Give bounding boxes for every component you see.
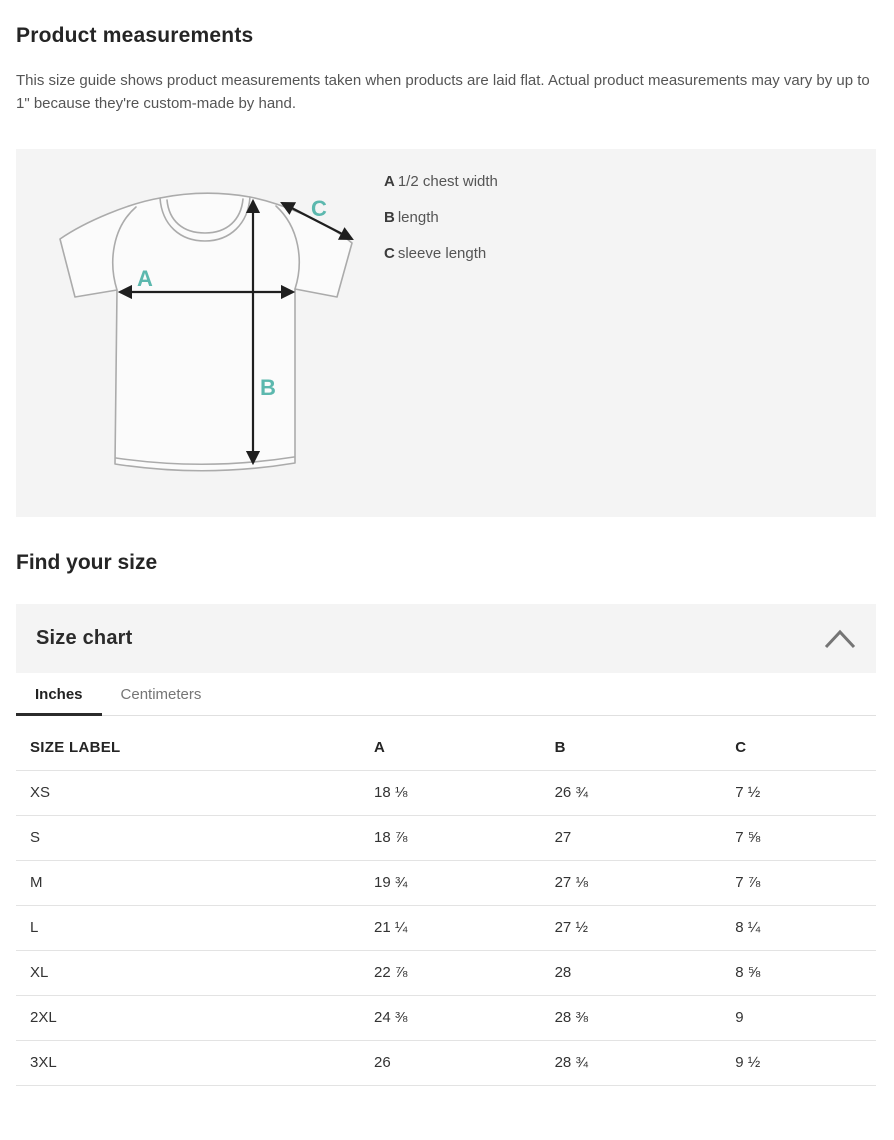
size-table: SIZE LABEL A B C XS 18 ⅛ 26 ¾ 7 ½ S 18 ⅞… [16,726,876,1086]
cell-a: 22 ⅞ [360,950,541,996]
legend-item-a: A 1/2 chest width [384,173,498,194]
cell-c: 9 [721,995,876,1041]
legend-label-b: length [397,209,439,226]
cell-c: 7 ½ [721,770,876,816]
tab-centimeters[interactable]: Centimeters [120,686,202,703]
cell-c: 8 ⅝ [721,950,876,996]
table-row-2xl: 2XL 24 ⅜ 28 ⅜ 9 [16,995,876,1041]
cell-a: 18 ⅞ [360,815,541,861]
page-description: This size guide shows product measuremen… [16,72,870,112]
table-row-xl: XL 22 ⅞ 28 8 ⅝ [16,950,876,996]
find-your-size-title: Find your size [16,551,158,574]
cell-size: S [16,815,360,861]
cell-c: 7 ⅝ [721,815,876,861]
tshirt-diagram: A B C [59,192,354,472]
cell-b: 27 ⅛ [540,860,722,906]
chevron-up-icon [824,629,856,648]
table-row-xs: XS 18 ⅛ 26 ¾ 7 ½ [16,770,876,816]
tshirt-outline [59,192,353,472]
tab-inches[interactable]: Inches [16,673,102,716]
cell-c: 7 ⅞ [721,860,876,906]
size-chart-toggle[interactable]: Size chart [16,604,876,673]
cell-b: 27 ½ [540,905,722,951]
cell-b: 28 ⅜ [540,995,722,1041]
tshirt-seams [111,196,301,466]
cell-size: L [16,905,360,951]
legend-label-a: 1/2 chest width [397,173,498,190]
cell-a: 26 [360,1040,541,1086]
cell-c: 9 ½ [721,1040,876,1086]
measurement-arrows [117,198,354,466]
column-header-size-label: SIZE LABEL [16,726,360,771]
cell-c: 8 ¼ [721,905,876,951]
cell-b: 28 ¾ [540,1040,722,1086]
cell-b: 28 [540,950,722,996]
cell-b: 27 [540,815,722,861]
marker-c-label: C [311,196,327,221]
legend-label-c: sleeve length [397,245,487,262]
cell-a: 24 ⅜ [360,995,541,1041]
marker-b-label: B [260,375,276,400]
cell-a: 18 ⅛ [360,770,541,816]
table-row-s: S 18 ⅞ 27 7 ⅝ [16,815,876,861]
legend-key-c: C [384,245,395,262]
cell-a: 21 ¼ [360,905,541,951]
column-header-b: B [540,726,722,771]
table-row-3xl: 3XL 26 28 ¾ 9 ½ [16,1040,876,1086]
column-header-c: C [721,726,876,771]
table-row-m: M 19 ¾ 27 ⅛ 7 ⅞ [16,860,876,906]
legend-key-a: A [384,173,395,190]
cell-b: 26 ¾ [540,770,722,816]
page-title: Product measurements [16,24,254,47]
unit-tabs: Inches Centimeters [16,673,876,716]
size-chart-title: Size chart [36,627,133,649]
cell-a: 19 ¾ [360,860,541,906]
cell-size: M [16,860,360,906]
marker-a-label: A [137,266,153,291]
table-header-row: SIZE LABEL A B C [16,726,876,771]
cell-size: XL [16,950,360,996]
column-header-a: A [360,726,541,771]
cell-size: XS [16,770,360,816]
cell-size: 3XL [16,1040,360,1086]
legend-key-b: B [384,209,395,226]
cell-size: 2XL [16,995,360,1041]
table-row-l: L 21 ¼ 27 ½ 8 ¼ [16,905,876,951]
product-measurements-page: Product measurements This size guide sho… [0,24,894,1086]
arrow-c [280,202,354,240]
